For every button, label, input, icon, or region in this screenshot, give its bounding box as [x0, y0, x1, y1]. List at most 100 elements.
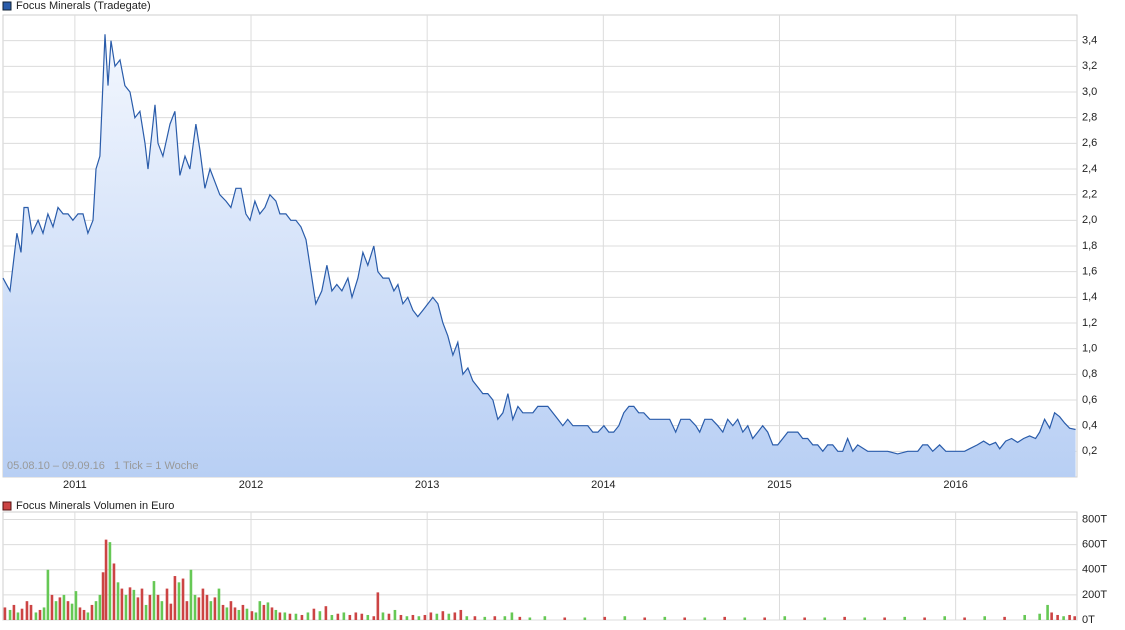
volume-bar — [447, 613, 451, 620]
volume-bar — [90, 604, 94, 620]
volume-bar — [8, 609, 12, 620]
volume-bar — [429, 612, 433, 620]
volume-bar — [354, 612, 358, 620]
volume-bar — [411, 614, 415, 620]
y-tick-label: 200T — [1082, 589, 1107, 601]
volume-bar — [342, 612, 346, 620]
volume-bar — [173, 576, 177, 620]
volume-bar — [423, 614, 427, 620]
volume-bar — [177, 582, 181, 620]
x-tick-label: 2015 — [767, 479, 791, 491]
volume-bar — [156, 594, 160, 620]
volume-bar — [823, 617, 827, 620]
y-tick-label: 1,4 — [1082, 291, 1097, 303]
volume-bar — [50, 594, 54, 620]
volume-bar — [237, 609, 241, 620]
x-tick-label: 2011 — [63, 479, 87, 491]
y-tick-label: 2,2 — [1082, 189, 1097, 201]
volume-bar — [144, 604, 148, 620]
volume-bar — [262, 604, 266, 620]
volume-bar — [1062, 616, 1065, 620]
volume-bar — [1073, 616, 1077, 620]
volume-bar — [459, 609, 463, 620]
volume-bar — [245, 608, 249, 620]
legend-label: Focus Minerals (Tradegate) — [16, 0, 151, 12]
volume-bar — [250, 611, 254, 620]
volume-bar — [417, 616, 421, 620]
volume-bar — [518, 616, 522, 620]
volume-bar — [3, 607, 7, 620]
volume-bar — [78, 607, 82, 620]
volume-bar — [136, 597, 140, 620]
volume-bar — [963, 617, 966, 620]
volume-bar — [101, 572, 105, 620]
volume-bar — [12, 604, 16, 620]
annotation: 05.08.10 – 09.09.16 1 Tick = 1 Woche — [7, 460, 199, 472]
volume-bar — [663, 616, 667, 620]
volume-bar — [743, 617, 747, 620]
volume-bar — [283, 612, 287, 620]
volume-bar — [120, 588, 124, 620]
y-tick-label: 1,8 — [1082, 240, 1097, 252]
volume-bar — [98, 594, 102, 620]
x-tick-label: 2016 — [943, 479, 967, 491]
y-tick-label: 2,8 — [1082, 112, 1097, 124]
volume-bar — [201, 588, 205, 620]
volume-bar — [34, 612, 38, 620]
volume-bar — [1046, 604, 1049, 620]
volume-bar — [258, 601, 262, 620]
volume-bar — [86, 612, 90, 620]
volume-bar — [74, 591, 78, 620]
y-tick-label: 1,2 — [1082, 317, 1097, 329]
volume-bar — [336, 613, 340, 620]
volume-bar — [983, 616, 986, 620]
volume-bar — [152, 581, 156, 620]
volume-bar — [94, 601, 98, 620]
volume-bar — [372, 616, 376, 620]
volume-bar — [1038, 613, 1041, 620]
volume-bar — [165, 588, 169, 620]
y-tick-label: 3,4 — [1082, 35, 1097, 47]
volume-bar — [563, 617, 567, 620]
volume-bar — [393, 609, 397, 620]
y-tick-label: 3,2 — [1082, 60, 1097, 72]
volume-bar — [38, 609, 42, 620]
volume-bar — [1068, 614, 1071, 620]
x-tick-label: 2014 — [591, 479, 615, 491]
volume-bar — [225, 607, 229, 620]
volume-bar — [169, 603, 173, 620]
volume-bar — [330, 614, 334, 620]
volume-bar — [189, 569, 193, 620]
volume-bar — [493, 616, 497, 620]
volume-bar — [20, 608, 24, 620]
volume-bar — [270, 607, 274, 620]
volume-bar — [116, 582, 120, 620]
volume-bar — [306, 612, 310, 620]
volume-bar — [943, 616, 947, 620]
y-tick-label: 1,6 — [1082, 266, 1097, 278]
volume-bar — [132, 589, 136, 620]
volume-bar — [254, 612, 258, 620]
volume-bar — [54, 601, 58, 620]
volume-bar — [318, 611, 322, 620]
volume-bar — [266, 602, 270, 620]
volume-bar — [46, 569, 50, 620]
volume-bar — [863, 617, 867, 620]
volume-bar — [405, 616, 409, 620]
volume-bar — [193, 594, 197, 620]
volume-bar — [1003, 616, 1006, 620]
volume-bar — [181, 578, 185, 620]
plot-area — [2, 511, 1078, 621]
volume-bar — [233, 607, 237, 620]
volume-bar — [503, 616, 507, 620]
legend-swatch — [2, 1, 12, 11]
volume-bar — [348, 614, 352, 620]
y-tick-label: 400T — [1082, 564, 1107, 576]
volume-bar — [217, 588, 221, 620]
area — [3, 34, 1076, 478]
volume-bar — [312, 608, 316, 620]
volume-bar — [25, 601, 29, 620]
volume-bar — [473, 616, 477, 620]
volume-bar — [274, 609, 278, 620]
volume-bar — [643, 617, 647, 620]
